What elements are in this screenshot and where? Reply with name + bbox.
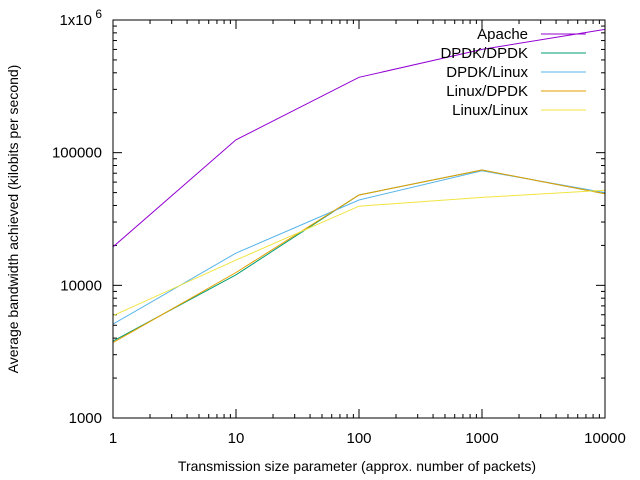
series-line-apache [112, 28, 606, 248]
x-tick-label: 1000 [465, 430, 498, 447]
legend-label: DPDK/Linux [446, 64, 528, 81]
y-tick-label: 100000 [52, 145, 102, 162]
x-tick-label: 10 [228, 430, 245, 447]
series-line-dpdk-dpdk [112, 169, 606, 342]
legend-label: Linux/Linux [452, 102, 528, 119]
series-line-linux-dpdk [112, 169, 606, 344]
plot-frame [112, 19, 606, 419]
legend-label: Linux/DPDK [446, 83, 528, 100]
legend: Apache DPDK/DPDK DPDK/Linux Linux/DPDK Linux… [440, 26, 586, 119]
y-tick-label: 10000 [60, 277, 102, 294]
x-tick-labels: 1 10 100 1000 10000 [109, 430, 626, 447]
series-lines [112, 28, 606, 344]
y-tick-labels: 1000 10000 100000 1x10 6 [52, 7, 102, 427]
y-axis-label: Average bandwidth achieved (kilobits per… [5, 65, 21, 374]
x-axis-label: Transmission size parameter (approx. num… [178, 458, 536, 474]
x-tick-label: 100 [346, 430, 371, 447]
series-line-linux-linux [112, 189, 606, 317]
y-tick-label: 1x10 6 [59, 7, 102, 29]
tick-marks [112, 20, 605, 419]
legend-label: Apache [477, 26, 528, 43]
x-tick-label: 10000 [584, 430, 626, 447]
legend-label: DPDK/DPDK [440, 45, 528, 62]
y-tick-label: 1000 [69, 410, 102, 427]
x-tick-label: 1 [109, 430, 117, 447]
